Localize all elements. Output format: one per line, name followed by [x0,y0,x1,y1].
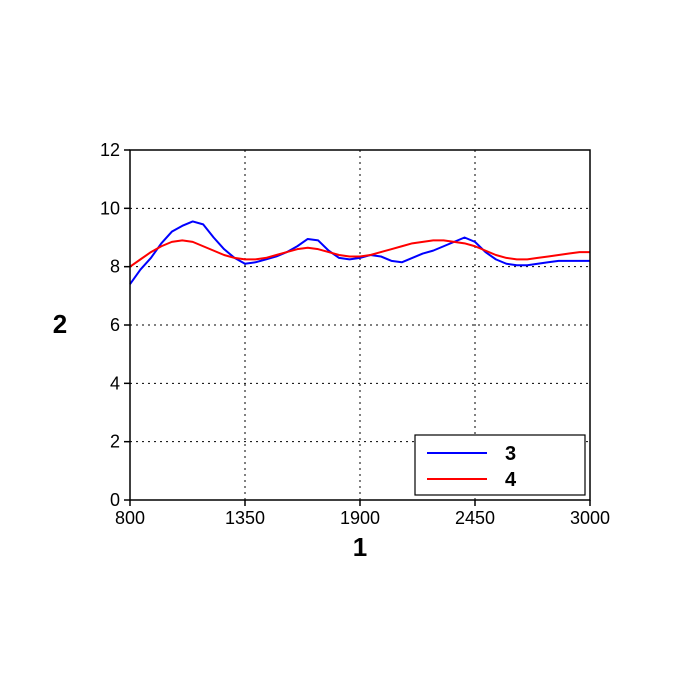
x-axis-label: 1 [353,532,367,562]
ytick-label: 12 [100,140,120,160]
y-axis-label: 2 [53,309,67,339]
chart-container: { "chart": { "type": "line", "background… [0,0,700,700]
xtick-label: 1350 [225,508,265,528]
ytick-label: 6 [110,315,120,335]
ytick-label: 8 [110,257,120,277]
legend-label: 4 [505,469,517,491]
xtick-label: 2450 [455,508,495,528]
ytick-label: 10 [100,198,120,218]
ytick-label: 0 [110,490,120,510]
xtick-label: 1900 [340,508,380,528]
legend-label: 3 [505,443,516,465]
xtick-label: 800 [115,508,145,528]
ytick-label: 4 [110,373,120,393]
legend-box [415,435,585,495]
line-chart: 80013501900245030000246810121234 [0,0,700,700]
ytick-label: 2 [110,432,120,452]
xtick-label: 3000 [570,508,610,528]
